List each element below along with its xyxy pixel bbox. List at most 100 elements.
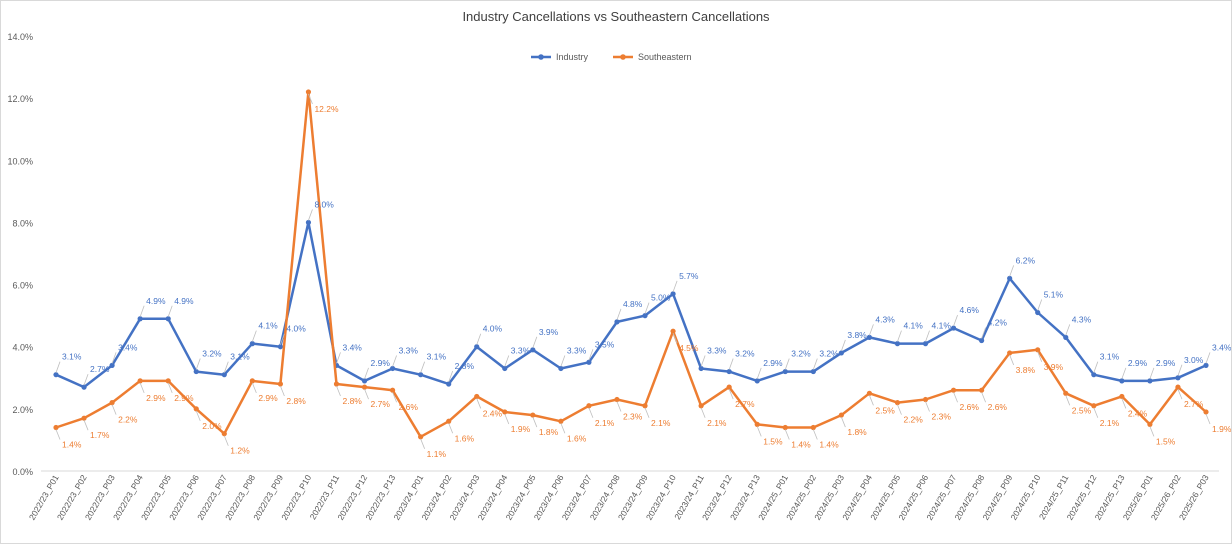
data-label-leader (784, 429, 790, 440)
data-label-industry: 8.0% (314, 199, 334, 209)
data-point-southeastern (1119, 393, 1125, 400)
y-tick-label: 10.0% (7, 156, 33, 166)
data-label-southeastern: 3.9% (1044, 362, 1064, 372)
data-label-industry: 2.8% (455, 361, 475, 371)
data-label-leader (167, 305, 173, 317)
data-point-industry (137, 316, 143, 322)
data-label-industry: 6.2% (1016, 255, 1036, 265)
data-label-southeastern: 2.7% (371, 399, 391, 409)
data-label-industry: 3.1% (1100, 352, 1120, 362)
data-label-industry: 5.7% (679, 271, 699, 281)
data-label-industry: 3.2% (202, 349, 222, 359)
data-point-southeastern (1035, 347, 1041, 353)
data-label-southeastern: 1.4% (819, 440, 839, 450)
data-point-southeastern (474, 393, 480, 400)
data-label-leader (1149, 426, 1155, 437)
data-label-leader (1121, 398, 1127, 409)
data-label-leader (616, 308, 622, 320)
legend-label-southeastern: Southeastern (638, 52, 692, 62)
data-label-leader (1037, 351, 1043, 362)
data-label-industry: 3.3% (399, 345, 419, 355)
data-point-industry (754, 378, 760, 384)
data-label-industry: 4.6% (960, 305, 980, 315)
data-point-industry (361, 378, 368, 384)
data-label-industry: 5.1% (1044, 290, 1064, 300)
data-label-industry: 4.3% (1072, 314, 1092, 324)
data-label-leader (251, 382, 257, 394)
data-label-leader (420, 361, 426, 373)
data-point-southeastern (1063, 390, 1069, 396)
data-label-leader (672, 280, 678, 293)
data-label-industry: 4.3% (875, 314, 895, 324)
data-point-southeastern (361, 384, 368, 390)
legend: Industry Southeastern (531, 52, 692, 62)
data-label-leader (1205, 352, 1211, 364)
data-point-southeastern (698, 403, 704, 409)
data-label-industry: 2.9% (763, 358, 783, 368)
data-label-leader (869, 324, 874, 336)
data-label-industry: 4.1% (903, 321, 923, 331)
data-point-industry (726, 368, 732, 375)
data-label-leader (784, 358, 790, 370)
data-label-leader (728, 388, 734, 400)
data-label-industry: 4.9% (174, 296, 194, 306)
data-label-leader (111, 404, 117, 415)
data-label-leader (251, 330, 257, 342)
data-label-leader (812, 358, 818, 370)
data-label-industry: 3.3% (707, 345, 727, 355)
y-axis: 0.0% 2.0% 4.0% 6.0% 8.0% 10.0% 12.0% 14.0% (7, 32, 33, 477)
data-point-southeastern (277, 381, 283, 387)
series-line-industry (54, 221, 1208, 389)
data-label-leader (223, 435, 229, 446)
data-label-southeastern: 2.1% (1100, 418, 1120, 428)
data-point-southeastern (726, 384, 732, 390)
data-point-southeastern (446, 418, 452, 424)
data-point-industry (698, 365, 704, 372)
data-label-industry: 3.9% (539, 327, 559, 337)
data-label-industry: 4.8% (623, 299, 643, 309)
data-label-southeastern: 2.5% (875, 405, 895, 415)
data-label-leader (700, 355, 706, 367)
data-label-leader (364, 388, 369, 400)
data-label-southeastern: 2.8% (342, 396, 362, 406)
data-label-industry: 3.4% (342, 342, 362, 352)
data-label-leader (953, 314, 958, 327)
data-point-southeastern (586, 403, 592, 409)
data-point-industry (109, 362, 115, 368)
data-label-leader (448, 423, 454, 434)
data-label-industry: 4.0% (286, 324, 306, 334)
data-point-southeastern (1007, 350, 1013, 356)
x-tick-label: 2025/26_P03 (1177, 473, 1211, 522)
y-tick-label: 12.0% (7, 94, 33, 104)
data-label-southeastern: 2.2% (118, 415, 138, 425)
data-label-industry: 3.0% (1184, 355, 1204, 365)
data-point-industry (979, 337, 985, 344)
data-point-industry (249, 341, 255, 347)
data-point-industry (670, 291, 676, 297)
data-label-southeastern: 4.5% (679, 343, 699, 353)
data-label-southeastern: 2.6% (960, 402, 980, 412)
data-point-southeastern (754, 421, 760, 427)
data-label-industry: 3.2% (819, 349, 839, 359)
data-label-leader (925, 401, 930, 412)
data-label-leader (167, 382, 173, 394)
data-point-industry (1091, 372, 1097, 378)
data-label-leader (700, 407, 706, 418)
data-label-southeastern: 1.5% (763, 436, 783, 446)
data-label-industry: 4.0% (483, 324, 503, 334)
data-label-southeastern: 2.1% (707, 418, 727, 428)
data-label-southeastern: 2.4% (1128, 408, 1148, 418)
data-label-leader (560, 423, 566, 434)
data-label-industry: 3.8% (847, 330, 867, 340)
data-label-industry: 4.1% (932, 321, 952, 331)
data-point-industry (81, 384, 87, 390)
data-point-industry (866, 334, 873, 340)
data-label-leader (897, 404, 902, 415)
data-label-industry: 3.1% (427, 352, 447, 362)
data-label-southeastern: 1.9% (511, 424, 531, 434)
data-point-southeastern (502, 409, 508, 415)
data-label-leader (588, 349, 594, 361)
data-label-leader (420, 438, 426, 449)
